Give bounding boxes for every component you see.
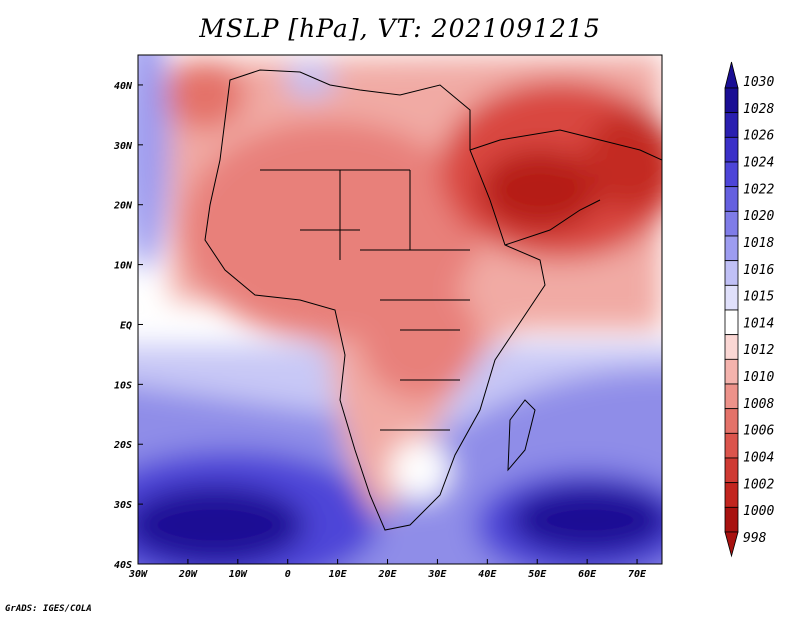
colorbar-swatch	[724, 358, 739, 385]
colorbar-swatch	[724, 432, 739, 459]
lon-tick-label: 10E	[329, 569, 348, 580]
plot-frame	[137, 54, 663, 565]
latitude-axis: 40N 30N 20N 10N EQ 10S 20S 30S 40S	[113, 81, 143, 571]
colorbar-swatch	[724, 260, 739, 286]
lat-tick-label: 30S	[113, 500, 132, 511]
lon-tick-label: 20W	[178, 569, 198, 580]
colorbar-label: 1015	[743, 290, 774, 305]
lon-tick-label: 70E	[628, 569, 647, 580]
lat-tick-label: 30N	[113, 141, 133, 152]
lat-tick-label: 10S	[114, 380, 132, 391]
colorbar-swatch	[724, 309, 739, 336]
lon-tick-label: 10W	[229, 569, 248, 580]
colorbar-swatch	[724, 284, 739, 311]
colorbar-swatch	[724, 408, 739, 434]
colorbar-swatch	[724, 186, 739, 212]
colorbar-label: 1006	[743, 424, 774, 439]
lat-tick-label: 20S	[113, 440, 132, 451]
lon-tick-label: 20E	[377, 569, 397, 580]
colorbar-label: 1002	[743, 477, 774, 492]
colorbar-swatch	[724, 334, 739, 360]
colorbar-label: 1012	[743, 343, 774, 358]
colorbar-swatch	[724, 136, 739, 163]
colorbar-label: 1030	[743, 75, 774, 90]
chart-title: MSLP [hPa], VT: 2021091215	[199, 14, 601, 43]
pressure-field	[138, 55, 662, 564]
colorbar-swatch	[724, 210, 739, 237]
colorbar-label: 1014	[743, 316, 774, 331]
colorbar-label: 1004	[743, 451, 774, 466]
colorbar-label: 1022	[743, 182, 774, 197]
colorbar-label: 1010	[743, 370, 774, 385]
lat-tick-label: 10N	[114, 261, 133, 272]
colorbar-label: 1026	[743, 129, 774, 144]
colorbar-swatch	[724, 383, 739, 410]
credit-text: GrADS: IGES/COLA	[5, 604, 92, 614]
colorbar-swatch	[724, 112, 739, 138]
longitude-axis: 30W 20W 10W 0 10E 20E 30E 40E 50E 60E 70E	[128, 559, 647, 580]
colorbar-label: 1024	[743, 155, 774, 170]
lon-tick-label: 60E	[578, 569, 597, 580]
colorbar-swatch	[724, 506, 739, 533]
colorbar-swatch	[724, 235, 739, 262]
lat-tick-label: 20N	[113, 201, 133, 212]
colorbar-label: 1020	[743, 209, 774, 224]
colorbar-swatch	[724, 161, 739, 188]
colorbar-top-arrow	[724, 61, 739, 89]
colorbar-label: 1016	[743, 263, 774, 278]
lat-tick-label: 40N	[114, 81, 133, 92]
lon-tick-label: 40E	[478, 569, 497, 580]
lat-tick-label: EQ	[120, 320, 132, 331]
colorbar-swatch	[724, 87, 739, 114]
colorbar-label: 1000	[743, 504, 774, 519]
lat-tick-label: 40S	[114, 560, 132, 571]
lon-tick-label: 30W	[128, 569, 148, 580]
colorbar-bottom-arrow	[724, 531, 739, 558]
colorbar-label: 1028	[743, 102, 774, 117]
colorbar-swatch	[724, 482, 739, 508]
coastlines	[204, 69, 662, 531]
colorbar-label: 998	[743, 531, 767, 546]
lon-tick-label: 30E	[427, 569, 447, 580]
colorbar-swatch	[724, 457, 739, 484]
lon-tick-label: 50E	[528, 569, 547, 580]
colorbar-label: 1008	[743, 397, 774, 412]
colorbar-label: 1018	[743, 236, 774, 251]
colorbar: 1030 1028 1026 1024 1022 1020 1018 1016 1015 1014…	[724, 61, 774, 558]
lon-tick-label: 0	[285, 569, 291, 580]
